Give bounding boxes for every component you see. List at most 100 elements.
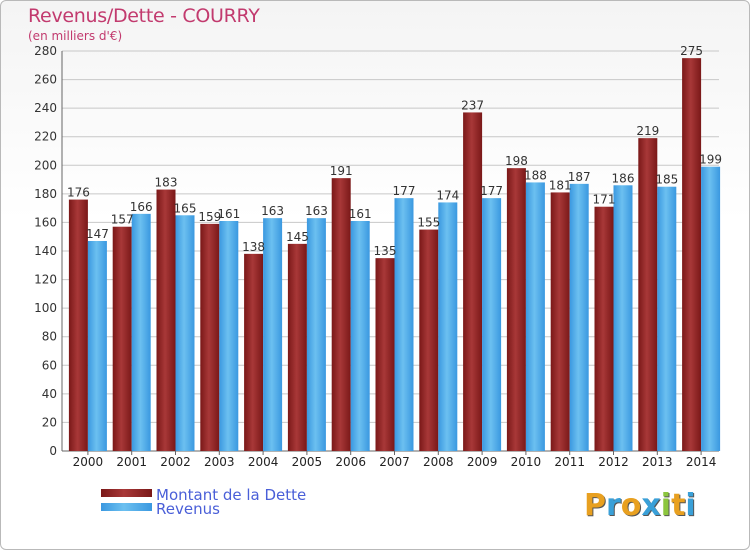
bar-revenus	[306, 218, 326, 451]
x-tick-label: 2006	[335, 455, 366, 469]
legend-swatch-dette	[101, 489, 152, 497]
data-label: 138	[242, 240, 265, 254]
bar-dette	[331, 178, 351, 451]
bar-dette	[68, 199, 88, 451]
x-tick-label: 2011	[554, 455, 585, 469]
chart-subtitle: (en milliers d'€)	[28, 29, 123, 43]
bar-dette	[463, 112, 483, 451]
data-label: 161	[217, 207, 240, 221]
x-tick-label: 2013	[642, 455, 673, 469]
logo-letter: t	[671, 488, 686, 523]
y-tick-label: 160	[34, 215, 57, 229]
bar-revenus	[657, 186, 677, 451]
data-label: 275	[680, 44, 703, 58]
bar-revenus	[175, 215, 195, 451]
data-label: 187	[568, 170, 591, 184]
x-tick-label: 2000	[73, 455, 104, 469]
data-label: 155	[417, 216, 440, 230]
legend-label-revenus: Revenus	[156, 500, 220, 518]
y-tick-label: 40	[42, 387, 57, 401]
bar-dette	[682, 58, 702, 452]
data-label: 163	[305, 204, 328, 218]
y-tick-label: 100	[34, 301, 57, 315]
data-label: 188	[524, 168, 547, 182]
x-tick-label: 2008	[423, 455, 454, 469]
bar-dette	[594, 206, 614, 451]
bar-dette	[419, 229, 439, 451]
legend-swatch-revenus	[101, 503, 152, 511]
x-tick-label: 2014	[686, 455, 717, 469]
y-tick-label: 60	[42, 358, 57, 372]
x-tick-label: 2007	[379, 455, 410, 469]
x-tick-label: 2003	[204, 455, 235, 469]
data-label: 145	[286, 230, 309, 244]
data-label: 237	[461, 98, 484, 112]
bar-revenus	[394, 198, 414, 451]
y-tick-label: 80	[42, 330, 57, 344]
data-label: 135	[374, 244, 397, 258]
data-label: 159	[198, 210, 221, 224]
data-label: 219	[636, 124, 659, 138]
x-tick-label: 2009	[467, 455, 498, 469]
data-label: 157	[111, 213, 134, 227]
data-label: 163	[261, 204, 284, 218]
x-tick-label: 2002	[160, 455, 191, 469]
bar-revenus	[87, 241, 107, 451]
x-tick-label: 2012	[598, 455, 629, 469]
data-label: 161	[349, 207, 372, 221]
x-tick-label: 2005	[292, 455, 323, 469]
bar-revenus	[525, 182, 545, 451]
bar-dette	[550, 192, 570, 451]
logo-letter: o	[620, 488, 642, 523]
data-label: 177	[480, 184, 503, 198]
bar-revenus	[350, 221, 370, 451]
logo-letter: r	[606, 488, 621, 523]
bar-revenus	[569, 183, 589, 451]
x-tick-label: 2010	[511, 455, 542, 469]
y-tick-label: 240	[34, 101, 57, 115]
x-tick-label: 2004	[248, 455, 279, 469]
bar-revenus	[613, 185, 633, 452]
data-label: 166	[130, 200, 153, 214]
bar-revenus	[131, 213, 151, 451]
x-tick-label: 2001	[116, 455, 147, 469]
data-label: 147	[86, 227, 109, 241]
logo-letter: i	[660, 488, 672, 523]
bar-revenus	[701, 166, 721, 451]
y-tick-label: 280	[34, 44, 57, 58]
data-label: 165	[174, 201, 197, 215]
bar-dette	[244, 253, 264, 451]
y-tick-label: 140	[34, 244, 57, 258]
logo-letter: x	[641, 488, 661, 523]
y-tick-label: 180	[34, 187, 57, 201]
bar-dette	[200, 223, 220, 451]
y-tick-label: 120	[34, 273, 57, 287]
y-tick-label: 220	[34, 130, 57, 144]
bar-dette	[638, 138, 658, 451]
data-labels: 1761471571661831651591611381631451631911…	[67, 44, 722, 258]
bar-revenus	[482, 198, 502, 451]
bar-revenus	[219, 221, 239, 451]
logo-letter: P	[584, 488, 606, 523]
bars	[68, 58, 721, 452]
y-tick-label: 0	[49, 444, 57, 458]
logo-letter: i	[685, 488, 696, 523]
data-label: 185	[655, 173, 678, 187]
data-label: 177	[393, 184, 416, 198]
chart-title: Revenus/Dette - COURRY	[28, 5, 260, 27]
data-label: 183	[155, 176, 178, 190]
data-label: 199	[699, 153, 722, 167]
bar-dette	[506, 168, 526, 451]
y-tick-label: 200	[34, 158, 57, 172]
data-label: 176	[67, 186, 90, 200]
proxiti-logo: Proxiti	[584, 488, 696, 523]
legend-label-dette: Montant de la Dette	[156, 486, 306, 504]
data-label: 198	[505, 154, 528, 168]
data-label: 171	[593, 193, 616, 207]
data-label: 191	[330, 164, 353, 178]
y-tick-label: 20	[42, 415, 57, 429]
bar-dette	[375, 258, 395, 451]
